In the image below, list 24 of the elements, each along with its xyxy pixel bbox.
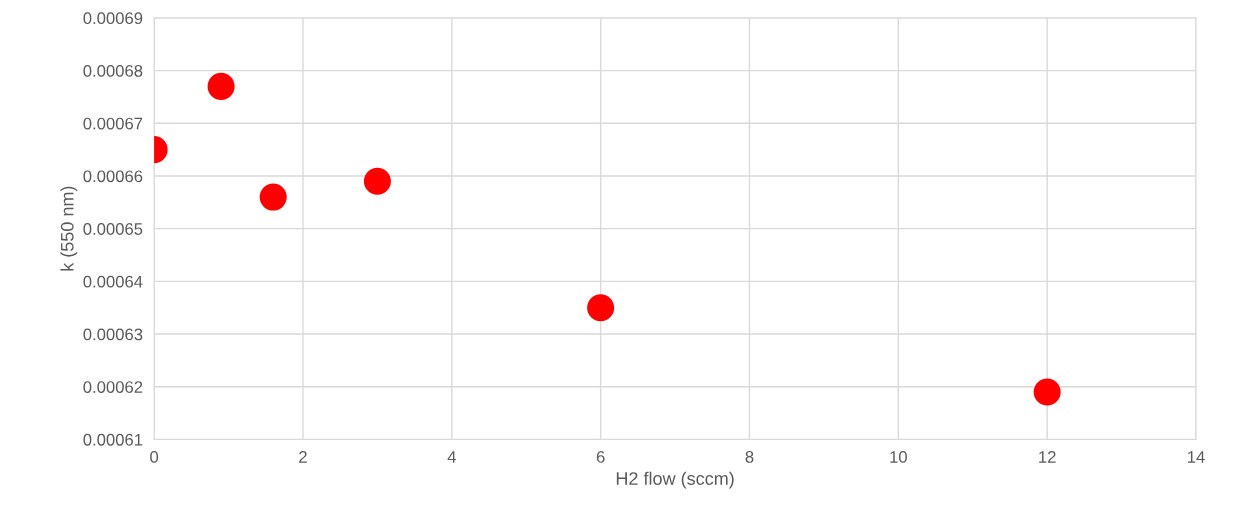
y-tick-label: 0.00065 xyxy=(83,223,143,235)
x-tick-label: 2 xyxy=(299,451,307,463)
y-tick-label: 0.00063 xyxy=(83,328,143,341)
y-tick-label: 0.00064 xyxy=(83,275,143,288)
x-tick-label: 14 xyxy=(1188,451,1205,463)
point xyxy=(1033,378,1061,406)
y-tick-label: 0.00068 xyxy=(83,64,143,77)
y-tick-label: 0.00067 xyxy=(83,117,143,130)
x-tick-label: 6 xyxy=(596,451,605,463)
point xyxy=(207,72,235,100)
x-tick-label: 12 xyxy=(1039,451,1056,463)
point xyxy=(363,167,391,195)
y-tick-label: 0.00069 xyxy=(83,12,143,25)
x-tick-label: 8 xyxy=(745,451,754,463)
y-axis-title: k (550 nm) xyxy=(60,186,78,271)
x-axis-title: H2 flow (sccm) xyxy=(616,471,734,489)
point xyxy=(587,294,615,322)
y-tick-label: 0.00061 xyxy=(83,433,143,446)
x-tick-label: 4 xyxy=(447,451,456,463)
x-tick-label: 0 xyxy=(150,451,159,463)
point xyxy=(259,183,287,211)
y-tick-label: 0.00062 xyxy=(83,381,143,393)
y-tick-label: 0.00066 xyxy=(83,170,143,183)
x-tick-label: 10 xyxy=(890,451,907,463)
